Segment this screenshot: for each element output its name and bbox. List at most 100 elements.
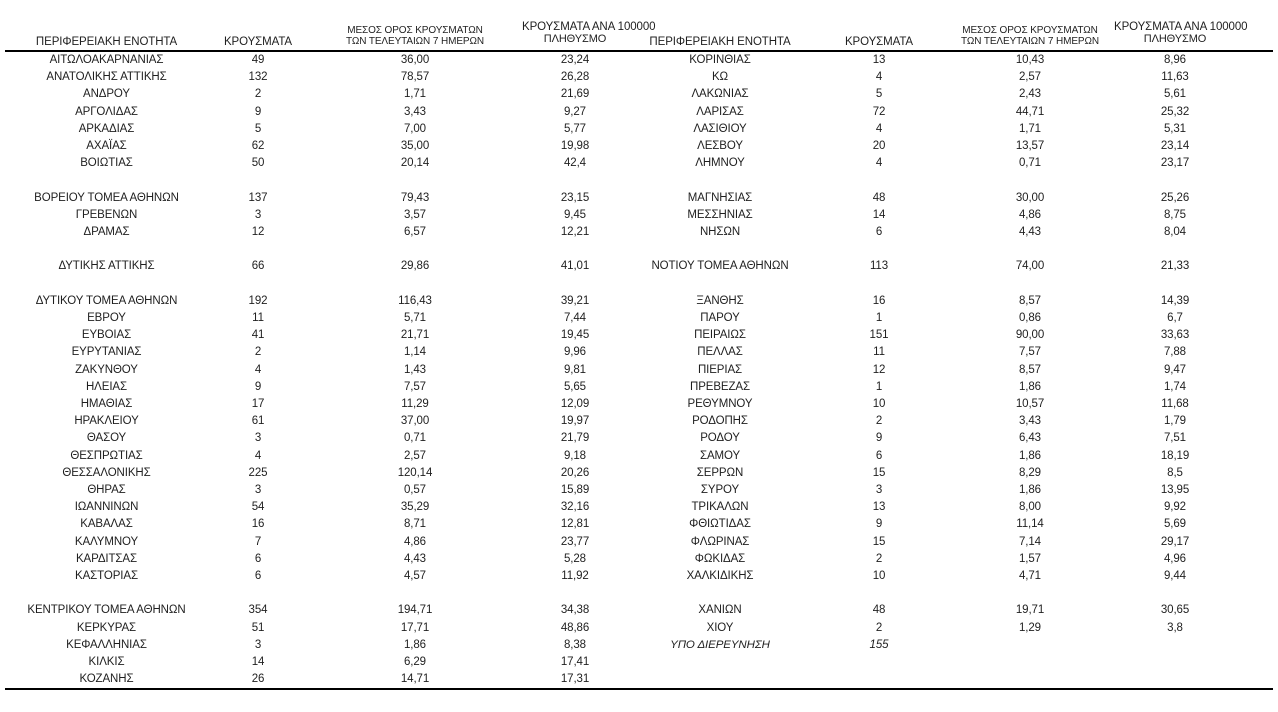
region-cell — [628, 276, 812, 293]
cases-cell: 3 — [254, 432, 262, 445]
cases-cell: 1 — [875, 380, 883, 393]
avg7-cell: 21,71 — [400, 329, 430, 342]
cases-cell: 4 — [254, 449, 262, 462]
cases-cell — [208, 172, 308, 189]
avg7-cell: 1,71 — [404, 88, 426, 101]
table-row: ΔΥΤΙΚΗΣ ΑΤΤΙΚΗΣ 66 29,86 41,01 ΝΟΤΙΟΥ ΤΟΜΕΑ … — [5, 258, 1273, 275]
per100k-cell: 17,31 — [560, 673, 590, 686]
spacer-cell — [1236, 224, 1273, 241]
per100k-cell: 11,68 — [1161, 398, 1189, 411]
avg7-cell: 35,29 — [400, 501, 430, 514]
region-cell: ΔΥΤΙΚΗΣ ΑΤΤΙΚΗΣ — [58, 260, 155, 273]
region-cell: ΓΡΕΒΕΝΩΝ — [75, 208, 138, 221]
cases-cell — [812, 241, 946, 258]
avg7-cell — [946, 637, 1114, 654]
avg7-cell: 4,57 — [404, 570, 426, 583]
cases-cell: 151 — [869, 329, 889, 342]
per100k-cell: 23,14 — [1160, 140, 1190, 153]
avg7-cell: 6,43 — [1019, 432, 1041, 445]
spacer-cell — [1236, 362, 1273, 379]
region-cell: ΖΑΚΥΝΘΟΥ — [75, 363, 138, 376]
per100k-cell: 48,86 — [560, 621, 590, 634]
cases-by-regional-unit-table: ΠΕΡΙΦΕΡΕΙΑΚΗ ΕΝΟΤΗΤΑ ΚΡΟΥΣΜΑΤΑ ΜΕΣΟΣ ΟΡΟ… — [5, 12, 1273, 691]
avg7-cell: 74,00 — [1015, 260, 1045, 273]
region-cell — [628, 671, 812, 689]
region-cell: ΛΗΜΝΟΥ — [695, 157, 745, 170]
cases-cell: 113 — [869, 260, 889, 273]
avg7-cell: 11,29 — [401, 398, 429, 411]
cases-cell: 3 — [254, 208, 262, 221]
avg7-cell — [308, 172, 522, 189]
per100k-cell: 25,32 — [1160, 105, 1190, 118]
per100k-cell — [1114, 654, 1236, 671]
per100k-cell: 8,75 — [1164, 208, 1186, 221]
per100k-cell: 5,31 — [1164, 122, 1186, 135]
cases-cell: 9 — [875, 432, 883, 445]
spacer-cell — [1236, 551, 1273, 568]
cases-cell: 2 — [254, 88, 262, 101]
per100k-cell: 9,45 — [564, 208, 586, 221]
cases-cell: 62 — [251, 140, 265, 153]
cases-cell: 54 — [251, 501, 265, 514]
region-cell: ΡΟΔΟΠΗΣ — [692, 415, 748, 428]
avg7-cell — [308, 585, 522, 602]
cases-cell: 4 — [875, 71, 883, 84]
header-avg7-left: ΜΕΣΟΣ ΟΡΟΣ ΚΡΟΥΣΜΑΤΩΝ ΤΩΝ ΤΕΛΕΥΤΑΙΩΝ 7 Η… — [308, 12, 522, 52]
per100k-cell: 33,63 — [1160, 329, 1190, 342]
per100k-cell: 4,96 — [1164, 552, 1186, 565]
avg7-cell: 30,00 — [1015, 191, 1045, 204]
header-avg7-right-line1: ΜΕΣΟΣ ΟΡΟΣ ΚΡΟΥΣΜΑΤΩΝ — [962, 25, 1098, 37]
per100k-cell: 13,95 — [1160, 484, 1190, 497]
avg7-cell: 10,57 — [1015, 398, 1045, 411]
header-per100k-left-line1: ΚΡΟΥΣΜΑΤΑ ΑΝΑ 100000 — [522, 20, 656, 33]
per100k-cell: 9,18 — [564, 449, 586, 462]
table-row: ΚΑΒΑΛΑΣ 16 8,71 12,81 ΦΘΙΩΤΙΔΑΣ 9 11,14 5,69 — [5, 516, 1273, 533]
region-cell: ΘΗΡΑΣ — [87, 484, 126, 497]
table-row: ΚΟΖΑΝΗΣ 26 14,71 17,31 — [5, 671, 1273, 689]
region-cell: ΣΕΡΡΩΝ — [696, 466, 744, 479]
cases-cell: 61 — [251, 415, 265, 428]
per100k-cell: 7,44 — [564, 312, 586, 324]
header-avg7-left-line2: ΤΩΝ ΤΕΛΕΥΤΑΙΩΝ 7 ΗΜΕΡΩΝ — [346, 36, 484, 48]
avg7-cell: 3,43 — [404, 105, 426, 118]
cases-cell — [208, 241, 308, 258]
region-cell: ΔΥΤΙΚΟΥ ΤΟΜΕΑ ΑΘΗΝΩΝ — [35, 294, 178, 307]
region-cell: ΦΘΙΩΤΙΔΑΣ — [689, 518, 751, 531]
region-cell: ΝΗΣΩΝ — [699, 226, 741, 239]
cases-cell: 2 — [875, 552, 883, 565]
avg7-cell: 14,71 — [400, 673, 430, 686]
region-cell: ΚΕΝΤΡΙΚΟΥ ΤΟΜΕΑ ΑΘΗΝΩΝ — [27, 604, 186, 617]
per100k-cell — [1114, 241, 1236, 258]
table-row: ΑΡΚΑΔΙΑΣ 5 7,00 5,77 ΛΑΣΙΘΙΟΥ 4 1,71 5,31 — [5, 121, 1273, 138]
cases-cell: 26 — [251, 673, 265, 686]
avg7-cell: 7,57 — [404, 380, 426, 393]
table-row: ΗΡΑΚΛΕΙΟΥ 61 37,00 19,97 ΡΟΔΟΠΗΣ 2 3,43 1,79 — [5, 413, 1273, 430]
table-row: ΚΕΝΤΡΙΚΟΥ ΤΟΜΕΑ ΑΘΗΝΩΝ 354 194,71 34,38 ΧΑΝΙ… — [5, 602, 1273, 619]
avg7-cell: 10,43 — [1015, 54, 1045, 66]
avg7-cell: 4,86 — [1019, 208, 1041, 221]
table-row: ΚΕΦΑΛΛΗΝΙΑΣ 3 1,86 8,38 ΥΠΟ ΔΙΕΡΕΥΝΗΣΗ 155 — [5, 637, 1273, 654]
region-cell: ΠΙΕΡΙΑΣ — [697, 363, 743, 376]
table-body: ΑΙΤΩΛΟΑΚΑΡΝΑΝΙΑΣ 49 36,00 23,24 ΚΟΡΙΝΘΙΑΣ 13 1… — [5, 51, 1273, 689]
region-cell: ΕΒΡΟΥ — [87, 312, 126, 324]
spacer-cell — [1236, 568, 1273, 585]
table-row: ΔΡΑΜΑΣ 12 6,57 12,21 ΝΗΣΩΝ 6 4,43 8,04 — [5, 224, 1273, 241]
cases-cell: 192 — [248, 294, 268, 307]
region-cell: ΗΜΑΘΙΑΣ — [80, 398, 133, 411]
cases-cell: 137 — [248, 191, 268, 204]
avg7-cell: 78,57 — [400, 71, 430, 84]
header-cases-left: ΚΡΟΥΣΜΑΤΑ — [208, 12, 308, 52]
table-row: ΚΕΡΚΥΡΑΣ 51 17,71 48,86 ΧΙΟΥ 2 1,29 3,8 — [5, 620, 1273, 637]
cases-cell: 6 — [254, 552, 262, 565]
per100k-cell: 1,74 — [1164, 380, 1186, 393]
table-row: ΕΥΡΥΤΑΝΙΑΣ 2 1,14 9,96 ΠΕΛΛΑΣ 11 7,57 7,88 — [5, 344, 1273, 361]
avg7-cell: 6,57 — [404, 226, 426, 239]
region-cell: ΒΟΡΕΙΟΥ ΤΟΜΕΑ ΑΘΗΝΩΝ — [34, 191, 179, 204]
header-avg7-right: ΜΕΣΟΣ ΟΡΟΣ ΚΡΟΥΣΜΑΤΩΝ ΤΩΝ ΤΕΛΕΥΤΑΙΩΝ 7 Η… — [946, 12, 1114, 52]
region-cell: ΛΑΡΙΣΑΣ — [696, 105, 744, 118]
region-cell: ΥΠΟ ΔΙΕΡΕΥΝΗΣΗ — [670, 638, 770, 651]
avg7-cell: 35,00 — [400, 140, 430, 153]
table-row: ΚΑΛΥΜΝΟΥ 7 4,86 23,77 ΦΛΩΡΙΝΑΣ 15 7,14 29,17 — [5, 534, 1273, 551]
region-cell — [5, 585, 208, 602]
cases-cell: 49 — [251, 54, 265, 66]
